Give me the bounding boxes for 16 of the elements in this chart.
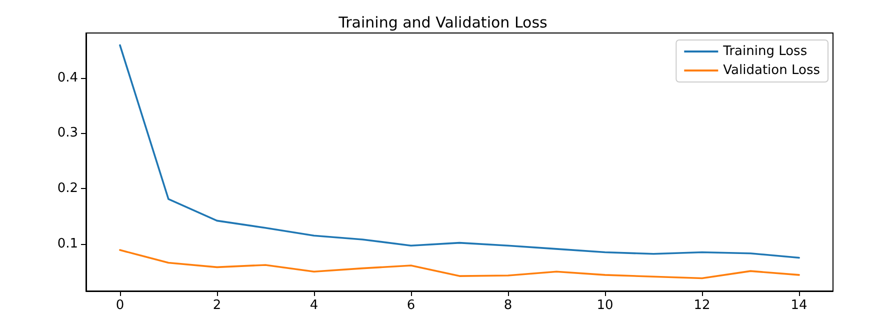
- x-tick-label: 8: [504, 298, 512, 313]
- x-tick-label: 10: [596, 298, 614, 313]
- chart-title: Training and Validation Loss: [338, 14, 548, 32]
- x-tick-label: 12: [694, 298, 710, 313]
- legend-label: Validation Loss: [723, 63, 820, 78]
- y-tick-label: 0.4: [57, 70, 78, 86]
- x-tick-label: 2: [212, 298, 222, 313]
- legend-label: Training Loss: [722, 44, 808, 59]
- line-series: [119, 249, 800, 280]
- y-tick-label: 0.3: [57, 126, 78, 141]
- x-tick-label: 6: [406, 298, 416, 313]
- y-tick-label: 0.1: [57, 236, 78, 252]
- x-tick-label: 4: [310, 298, 318, 313]
- y-tick-label: 0.2: [57, 181, 78, 196]
- x-tick-label: 14: [790, 298, 808, 313]
- x-tick-label: 0: [116, 298, 124, 313]
